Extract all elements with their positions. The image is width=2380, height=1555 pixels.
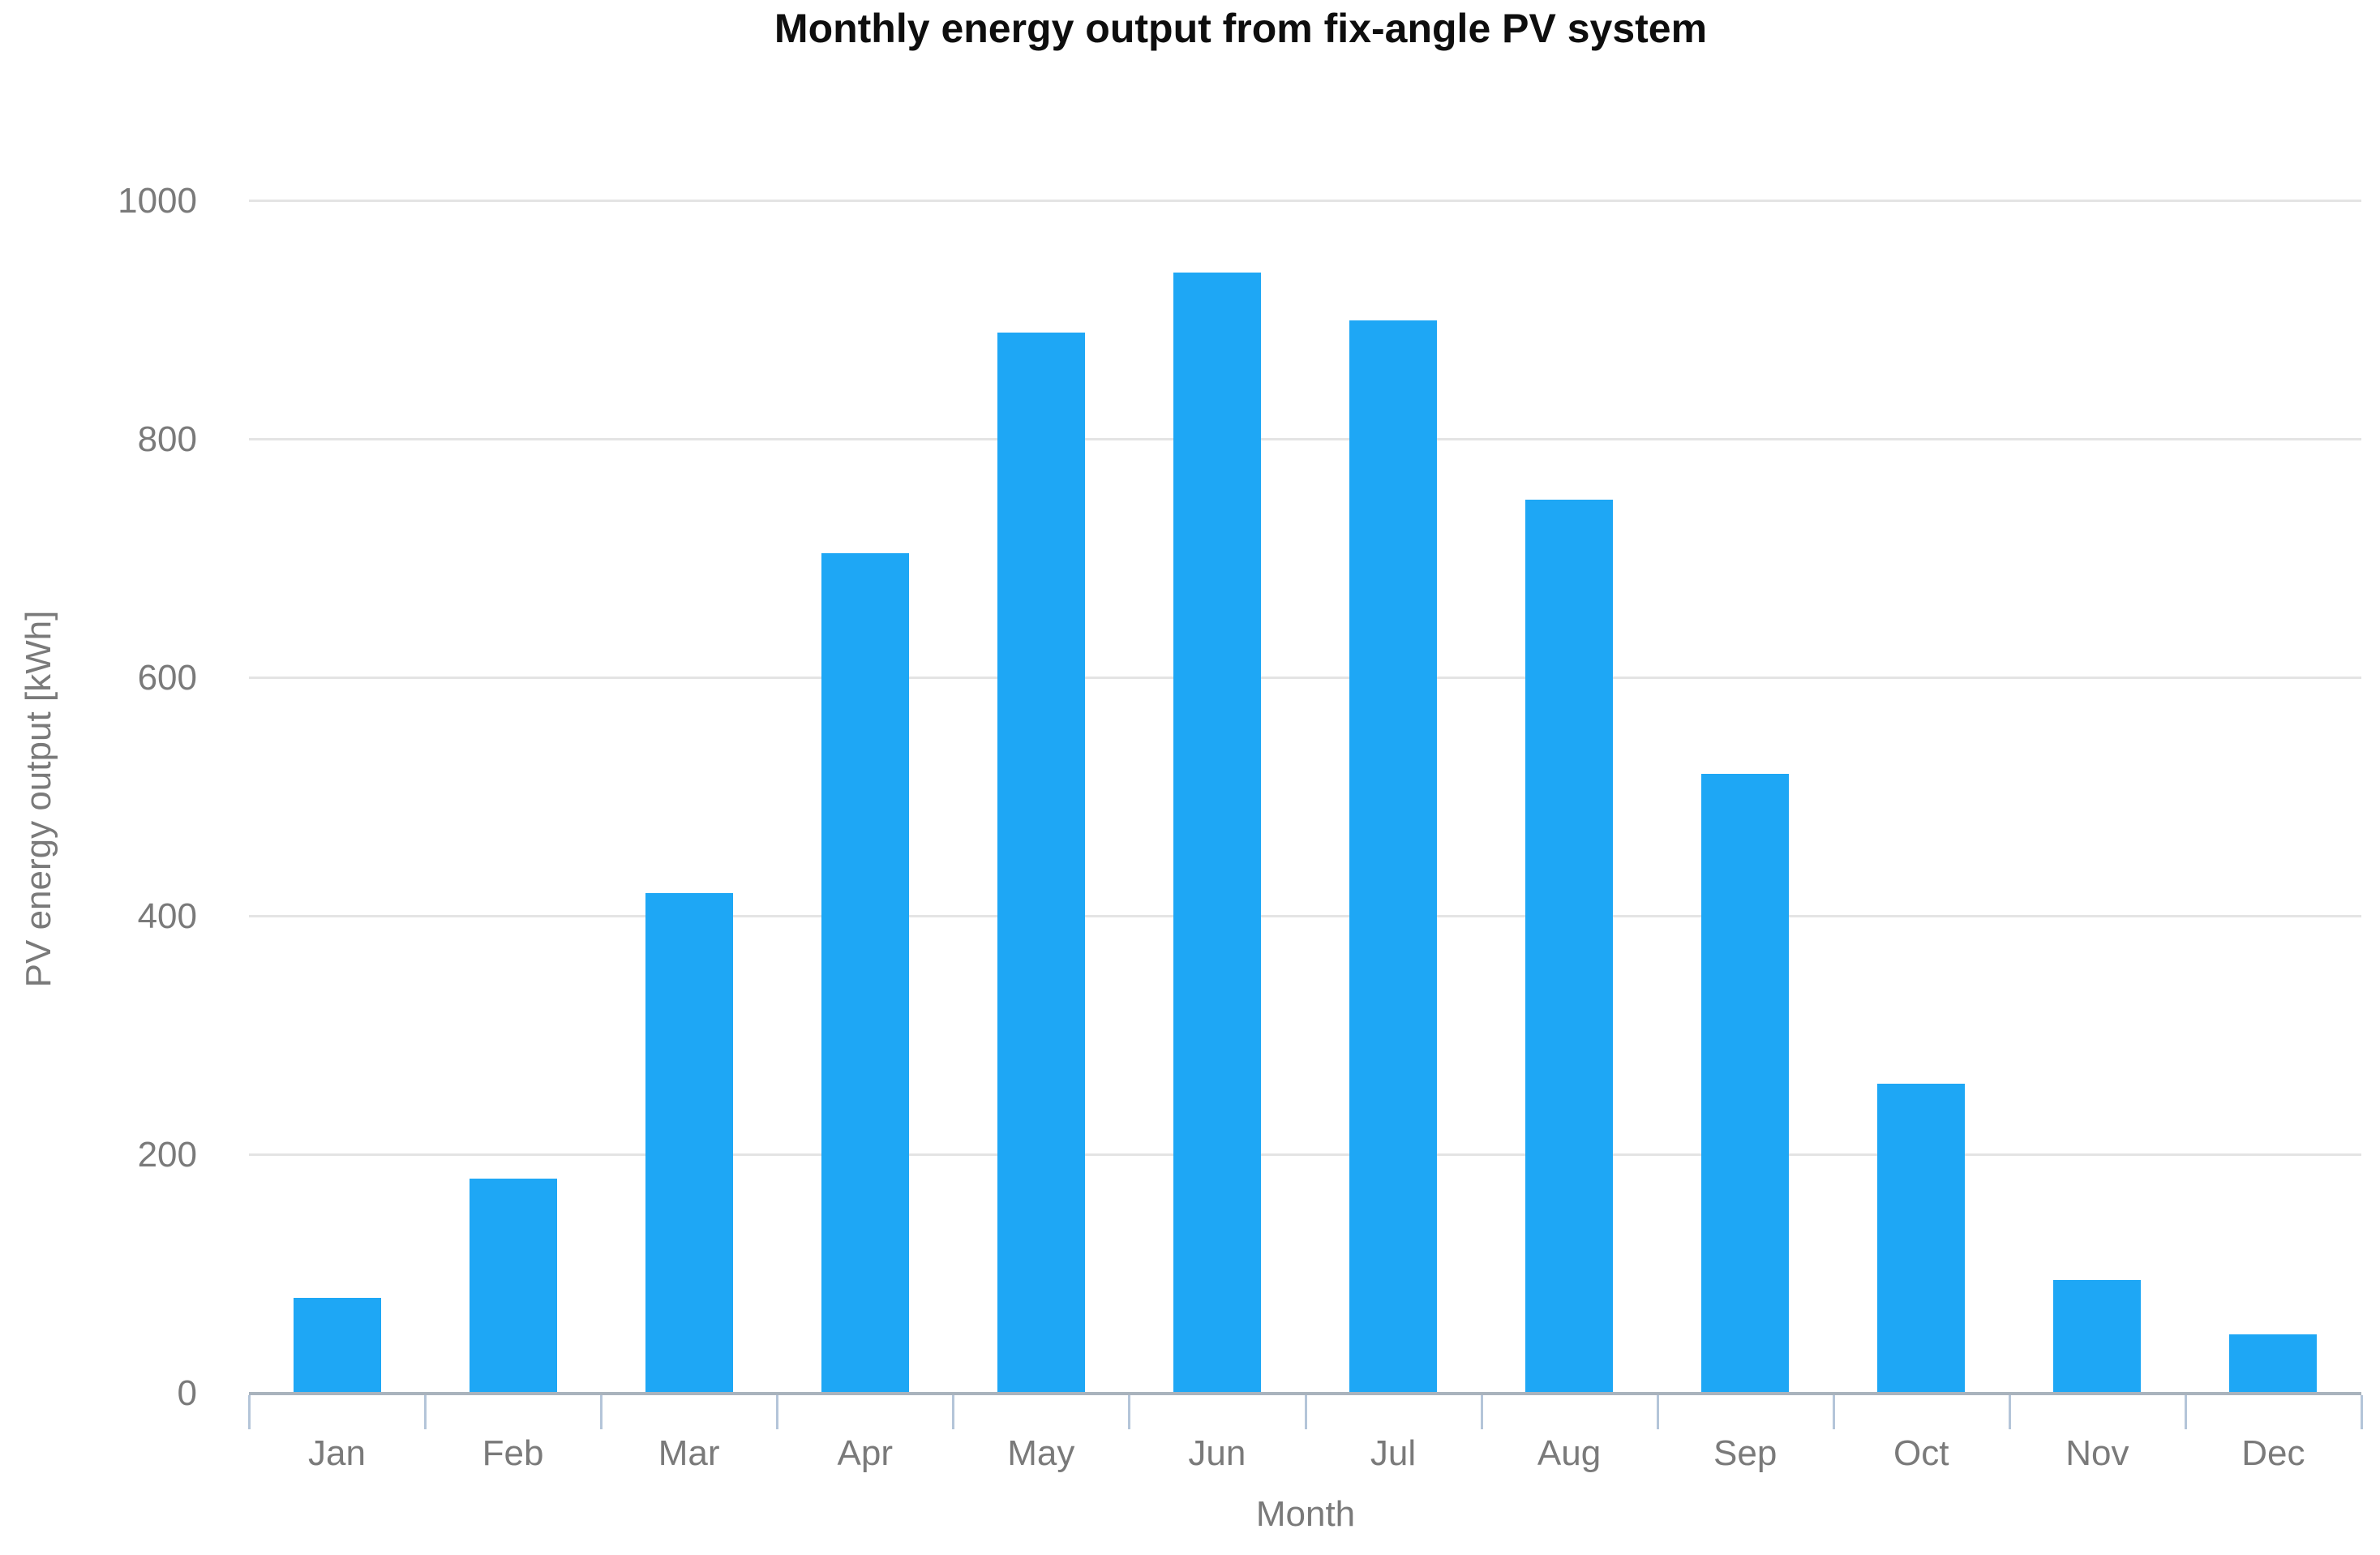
bar-aug xyxy=(1525,499,1614,1394)
x-tick-label-sep: Sep xyxy=(1713,1433,1777,1473)
x-axis-tick-mark xyxy=(1480,1395,1483,1429)
chart-title: Monthly energy output from fix-angle PV … xyxy=(774,6,1708,51)
bar-jun xyxy=(1173,273,1261,1394)
y-tick-label-1000: 1000 xyxy=(118,181,197,221)
gridline-y-600 xyxy=(249,677,2361,679)
x-tick-label-may: May xyxy=(1007,1433,1075,1473)
y-tick-label-600: 600 xyxy=(137,658,197,698)
bar-feb xyxy=(469,1179,557,1394)
x-axis-tick-mark xyxy=(776,1395,779,1429)
bar-nov xyxy=(2053,1280,2142,1394)
x-axis-tick-mark xyxy=(2361,1395,2363,1429)
bar-apr xyxy=(821,552,909,1394)
x-tick-label-aug: Aug xyxy=(1537,1433,1602,1473)
y-tick-label-800: 800 xyxy=(137,419,197,459)
x-axis-title: Month xyxy=(1255,1494,1356,1534)
y-tick-label-200: 200 xyxy=(137,1135,197,1175)
x-axis-tick-mark xyxy=(2184,1395,2187,1429)
x-axis-tick-mark xyxy=(248,1395,251,1429)
bar-may xyxy=(997,332,1085,1394)
x-tick-label-nov: Nov xyxy=(2065,1433,2129,1473)
bar-sep xyxy=(1701,773,1790,1394)
x-axis-tick-mark xyxy=(2008,1395,2011,1429)
x-tick-label-jul: Jul xyxy=(1370,1433,1417,1473)
x-tick-label-oct: Oct xyxy=(1893,1433,1949,1473)
gridline-y-400 xyxy=(249,915,2361,917)
x-tick-label-mar: Mar xyxy=(658,1433,720,1473)
x-axis-tick-mark xyxy=(1656,1395,1659,1429)
x-tick-label-feb: Feb xyxy=(482,1433,544,1473)
x-axis-tick-mark xyxy=(1304,1395,1307,1429)
x-axis-tick-mark xyxy=(600,1395,603,1429)
x-axis-tick-mark xyxy=(1832,1395,1835,1429)
bar-jan xyxy=(293,1298,381,1394)
x-tick-label-jun: Jun xyxy=(1188,1433,1246,1473)
bar-oct xyxy=(1877,1083,1966,1394)
x-axis-tick-mark xyxy=(952,1395,955,1429)
gridline-y-1000 xyxy=(249,200,2361,202)
bar-jul xyxy=(1349,320,1438,1394)
gridline-y-800 xyxy=(249,438,2361,440)
x-axis-tick-mark xyxy=(424,1395,427,1429)
bar-dec xyxy=(2229,1334,2318,1394)
y-tick-label-400: 400 xyxy=(137,896,197,936)
x-tick-label-dec: Dec xyxy=(2241,1433,2305,1473)
x-tick-label-jan: Jan xyxy=(308,1433,366,1473)
x-axis-line xyxy=(249,1392,2361,1395)
x-tick-label-apr: Apr xyxy=(837,1433,893,1473)
plot-area xyxy=(249,200,2361,1394)
gridline-y-200 xyxy=(249,1153,2361,1156)
bar-mar xyxy=(645,892,733,1394)
x-axis-tick-mark xyxy=(1128,1395,1131,1429)
y-tick-label-0: 0 xyxy=(177,1373,197,1413)
